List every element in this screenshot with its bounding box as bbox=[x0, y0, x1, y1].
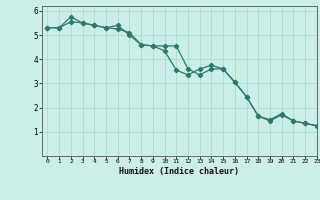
X-axis label: Humidex (Indice chaleur): Humidex (Indice chaleur) bbox=[119, 167, 239, 176]
